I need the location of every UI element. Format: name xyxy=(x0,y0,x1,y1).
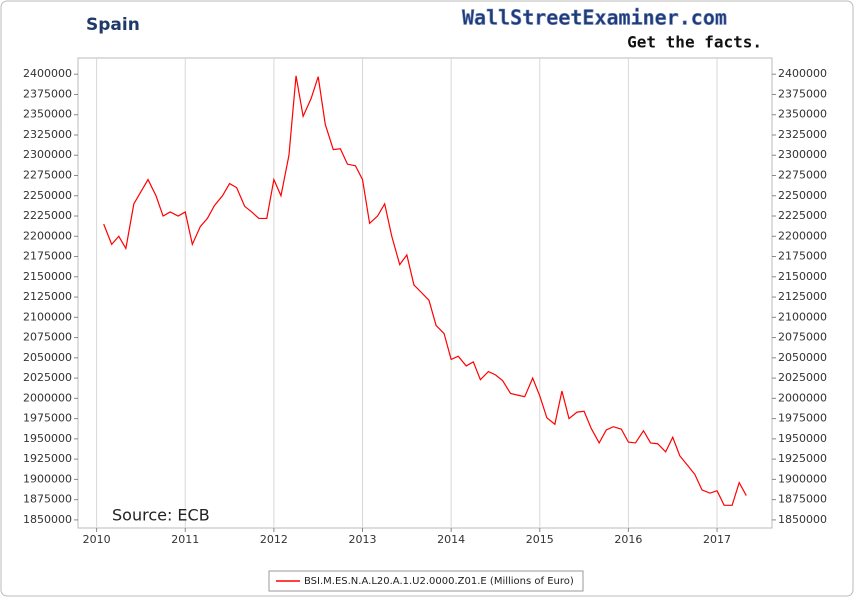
y-tick-label: 2275000 xyxy=(23,169,72,182)
y-tick-label: 2225000 xyxy=(23,209,72,222)
y2-tick-label: 1975000 xyxy=(778,412,827,425)
x-tick-label: 2011 xyxy=(171,533,199,546)
y2-tick-label: 2375000 xyxy=(778,87,827,100)
y2-tick-label: 2400000 xyxy=(778,67,827,80)
y2-tick-label: 1875000 xyxy=(778,493,827,506)
y-tick-label: 2400000 xyxy=(23,67,72,80)
y2-tick-label: 2025000 xyxy=(778,371,827,384)
y-tick-label: 2100000 xyxy=(23,310,72,323)
y-tick-label: 2025000 xyxy=(23,371,72,384)
x-tick-label: 2017 xyxy=(703,533,731,546)
x-tick-label: 2013 xyxy=(349,533,377,546)
y2-tick-label: 2225000 xyxy=(778,209,827,222)
y-tick-label: 1925000 xyxy=(23,452,72,465)
x-tick-label: 2016 xyxy=(614,533,642,546)
y2-tick-label: 1850000 xyxy=(778,513,827,526)
y-tick-label: 2375000 xyxy=(23,87,72,100)
y2-tick-label: 2050000 xyxy=(778,351,827,364)
y2-tick-label: 2325000 xyxy=(778,128,827,141)
y2-tick-label: 2150000 xyxy=(778,270,827,283)
y-tick-label: 1850000 xyxy=(23,513,72,526)
legend xyxy=(268,570,584,592)
x-tick-label: 2014 xyxy=(437,533,465,546)
x-tick-label: 2015 xyxy=(526,533,554,546)
grid xyxy=(74,58,776,532)
y-tick-label: 2000000 xyxy=(23,391,72,404)
y-tick-label: 1975000 xyxy=(23,412,72,425)
y2-tick-label: 1900000 xyxy=(778,472,827,485)
y-tick-label: 1875000 xyxy=(23,493,72,506)
y2-tick-label: 2000000 xyxy=(778,391,827,404)
legend-label: BSI.M.ES.N.A.L20.A.1.U2.0000.Z01.E (Mill… xyxy=(304,576,574,587)
y2-tick-label: 2300000 xyxy=(778,148,827,161)
y2-tick-label: 2100000 xyxy=(778,310,827,323)
y-tick-label: 2200000 xyxy=(23,229,72,242)
y-tick-label: 2300000 xyxy=(23,148,72,161)
y2-tick-label: 2075000 xyxy=(778,331,827,344)
series-group xyxy=(103,75,747,506)
y-tick-label: 2125000 xyxy=(23,290,72,303)
watermark: WallStreetExaminer.com xyxy=(462,6,727,30)
y2-tick-label: 2350000 xyxy=(778,108,827,121)
series-line xyxy=(103,75,747,506)
y2-tick-label: 2275000 xyxy=(778,169,827,182)
watermark-tagline: Get the facts. xyxy=(627,33,762,52)
y-tick-label: 2150000 xyxy=(23,270,72,283)
y-tick-label: 2250000 xyxy=(23,189,72,202)
y2-tick-label: 1925000 xyxy=(778,452,827,465)
y-tick-label: 2075000 xyxy=(23,331,72,344)
y-tick-label: 1900000 xyxy=(23,472,72,485)
y-tick-label: 2175000 xyxy=(23,250,72,263)
y-tick-label: 2050000 xyxy=(23,351,72,364)
y-tick-label: 2325000 xyxy=(23,128,72,141)
y-tick-label: 2350000 xyxy=(23,108,72,121)
annotation: Source: ECB xyxy=(112,506,210,525)
y2-tick-label: 2250000 xyxy=(778,189,827,202)
x-tick-label: 2012 xyxy=(260,533,288,546)
y2-tick-label: 1950000 xyxy=(778,432,827,445)
y2-tick-label: 2125000 xyxy=(778,290,827,303)
y2-tick-label: 2200000 xyxy=(778,229,827,242)
y2-tick-label: 2175000 xyxy=(778,250,827,263)
x-tick-label: 2010 xyxy=(83,533,111,546)
y-tick-label: 1950000 xyxy=(23,432,72,445)
plot-area xyxy=(77,57,773,529)
chart-title: Spain xyxy=(86,15,140,35)
